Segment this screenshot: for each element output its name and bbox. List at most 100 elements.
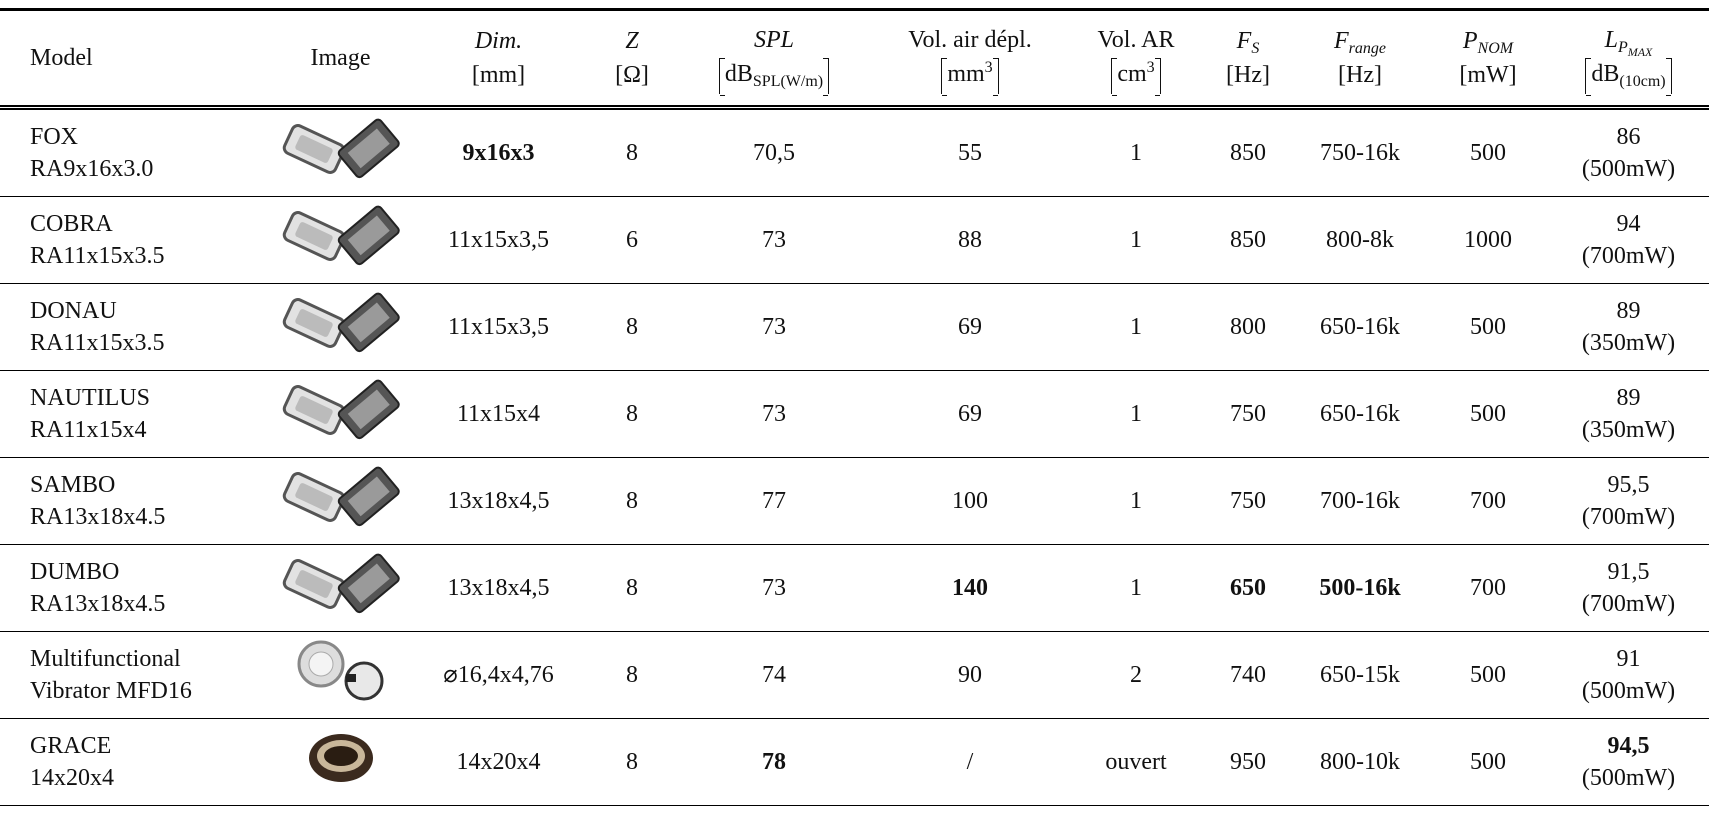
table-row: DUMBO RA13x18x4.5 13x18x4,5 8 73 140 1 650 500-1…	[0, 544, 1709, 632]
frange-cell: 800-8k	[1292, 196, 1428, 284]
model-cell: DUMBO RA13x18x4.5	[0, 544, 272, 632]
vol-air-cell: 69	[872, 283, 1068, 371]
frange-cell: 650-16k	[1292, 283, 1428, 371]
header-unit: [mm]	[410, 58, 587, 92]
dim-cell: 14x20x4	[409, 718, 588, 806]
spl-cell: 73	[676, 196, 872, 284]
model-cell: GRACE 14x20x4	[0, 718, 272, 806]
dim-cell: 11x15x4	[409, 370, 588, 458]
model-cell: NAUTILUS RA11x15x4	[0, 370, 272, 458]
model-cell: FOX RA9x16x3.0	[0, 107, 272, 197]
frange-cell: 800-10k	[1292, 718, 1428, 806]
header-name-text: F	[1236, 28, 1252, 54]
unit-bracket: cm3	[1111, 57, 1161, 96]
model-ref: Vibrator MFD16	[30, 678, 192, 704]
header-name-text: Z	[625, 28, 639, 54]
lmax-value: 91	[1616, 646, 1641, 672]
unit-bracket: dBSPL(W/m)	[718, 57, 830, 96]
lmax-condition: (700mW)	[1581, 243, 1676, 269]
vol-air-cell: 55	[872, 107, 1068, 197]
lmax-cell: 91 (500mW)	[1548, 631, 1709, 719]
lmax-cell: 86 (500mW)	[1548, 107, 1709, 197]
z-cell: 8	[588, 631, 676, 719]
header-name: Frange	[1293, 24, 1427, 58]
speaker-image	[282, 466, 400, 526]
header-name-sub: range	[1348, 40, 1386, 57]
vol-ar-cell: 1	[1068, 457, 1204, 545]
vol-ar-cell: ouvert	[1068, 718, 1204, 806]
header-unit: dBSPL(W/m)	[677, 57, 871, 96]
dim-cell: 11x15x3,5	[409, 283, 588, 371]
speaker-image	[282, 292, 400, 352]
unit-text: [Hz]	[1226, 62, 1270, 88]
lmax-condition: (700mW)	[1581, 504, 1676, 530]
z-cell: 8	[588, 457, 676, 545]
model-ref: RA11x15x3.5	[30, 243, 165, 269]
header-cell: PNOM [mW]	[1428, 8, 1548, 110]
model-name: GRACE	[30, 733, 112, 759]
frange-cell: 750-16k	[1292, 107, 1428, 197]
model-name: Multifunctional	[30, 646, 181, 672]
lmax-cell: 94,5 (500mW)	[1548, 718, 1709, 806]
fs-cell: 650	[1204, 544, 1292, 632]
fs-cell: 850	[1204, 196, 1292, 284]
pnom-cell: 500	[1428, 370, 1548, 458]
frange-cell: 650-16k	[1292, 370, 1428, 458]
lmax-condition: (700mW)	[1581, 591, 1676, 617]
lmax-value: 94	[1616, 211, 1641, 237]
z-cell: 8	[588, 718, 676, 806]
header-name: Dim.	[410, 24, 587, 58]
table-row: FOX RA9x16x3.0 9x16x3 8 70,5 55 1 850 750-16k 500…	[0, 107, 1709, 197]
model-name: DUMBO	[30, 559, 120, 585]
dim-cell: 13x18x4,5	[409, 544, 588, 632]
page: Model Image Dim. [mm] Z [Ω] SPL dBSPL(W/m) Vol. …	[0, 8, 1709, 818]
frange-cell: 650-15k	[1292, 631, 1428, 719]
vol-air-cell: 69	[872, 370, 1068, 458]
z-cell: 8	[588, 107, 676, 197]
unit-text: [mW]	[1459, 62, 1517, 88]
z-cell: 8	[588, 283, 676, 371]
lmax-condition: (500mW)	[1581, 678, 1676, 704]
model-ref: 14x20x4	[30, 765, 114, 791]
model-name: COBRA	[30, 211, 113, 237]
model-name: FOX	[30, 124, 79, 150]
image-cell	[272, 457, 409, 545]
pnom-cell: 700	[1428, 457, 1548, 545]
lmax-value: 95,5	[1607, 472, 1650, 498]
lmax-cell: 89 (350mW)	[1548, 283, 1709, 371]
model-cell: COBRA RA11x15x3.5	[0, 196, 272, 284]
vol-air-cell: 90	[872, 631, 1068, 719]
unit-bracket: mm3	[941, 57, 999, 96]
lmax-value: 91,5	[1607, 559, 1650, 585]
image-cell	[272, 107, 409, 197]
unit-text: dB	[1591, 60, 1620, 87]
header-unit: [mW]	[1429, 58, 1547, 92]
header-name: Vol. AR	[1069, 23, 1203, 57]
header-cell: Image	[272, 8, 409, 110]
vol-air-cell: 140	[872, 544, 1068, 632]
image-cell	[272, 718, 409, 806]
fs-cell: 950	[1204, 718, 1292, 806]
pnom-cell: 500	[1428, 718, 1548, 806]
fs-cell: 750	[1204, 370, 1292, 458]
header-cell: Model	[0, 8, 272, 110]
unit-sup: 3	[984, 58, 993, 76]
image-cell	[272, 544, 409, 632]
unit-text: dB	[724, 60, 753, 87]
header-name: FS	[1205, 24, 1291, 58]
header-unit: [Ω]	[589, 58, 675, 92]
spl-cell: 73	[676, 544, 872, 632]
header-cell: Vol. AR cm3	[1068, 8, 1204, 110]
header-name-text: Dim.	[474, 28, 523, 54]
model-ref: RA11x15x3.5	[30, 330, 165, 356]
header-unit: [Hz]	[1205, 58, 1291, 92]
table-row: SAMBO RA13x18x4.5 13x18x4,5 8 77 100 1 750 700-1…	[0, 457, 1709, 545]
table-row: Multifunctional Vibrator MFD16 ⌀16,4x4,76 8…	[0, 631, 1709, 719]
header-name-text: F	[1334, 28, 1349, 54]
header-name-text: SPL	[753, 26, 794, 53]
lmax-condition: (500mW)	[1581, 156, 1676, 182]
model-ref: RA11x15x4	[30, 417, 147, 443]
image-cell	[272, 370, 409, 458]
lmax-cell: 94 (700mW)	[1548, 196, 1709, 284]
header-unit: cm3	[1069, 57, 1203, 96]
